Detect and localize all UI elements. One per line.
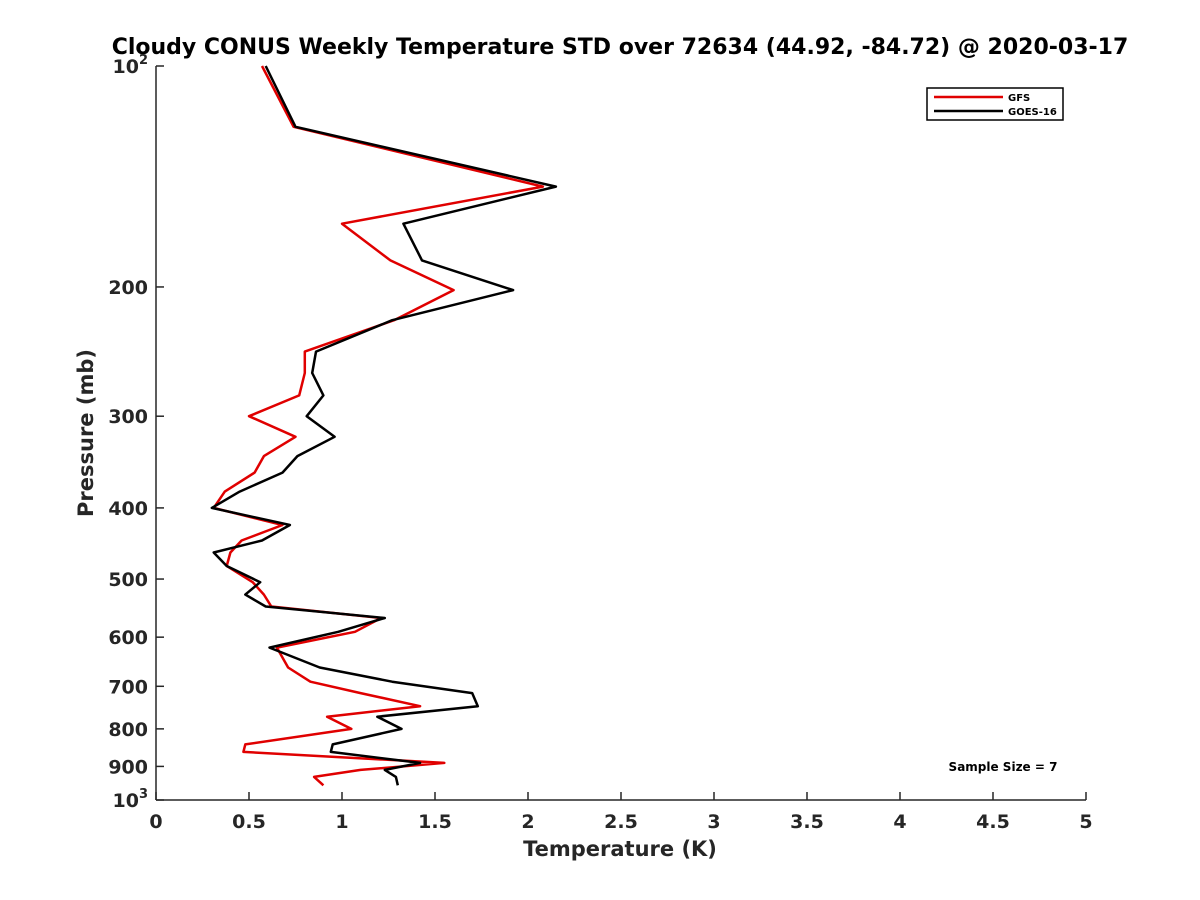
x-tick-label: 4: [893, 811, 906, 833]
x-tick-label: 0: [149, 811, 162, 833]
series-lines: [210, 65, 558, 787]
chart-title: Cloudy CONUS Weekly Temperature STD over…: [112, 35, 1129, 60]
x-tick-label: 3: [707, 811, 720, 833]
legend-label-goes-16: GOES-16: [1008, 107, 1057, 118]
y-tick-label: 500: [108, 569, 148, 591]
legend-box: [926, 87, 1064, 121]
sample-size-annotation: Sample Size = 7: [949, 760, 1058, 774]
tick-labels: 0 0.5 1 1.5 2 2.5 3 3.5 4 4.5 5 102 200 300 400 500 600 7…: [108, 53, 1092, 833]
y-tick-label: 103: [113, 787, 149, 812]
y-axis-label: Pressure (mb): [74, 349, 98, 517]
y-tick-label: 900: [108, 756, 148, 778]
legend: GFS GOES-16: [926, 87, 1064, 121]
series-line-gfs: [212, 65, 545, 787]
x-tick-label: 2.5: [604, 811, 638, 833]
y-tick-label: 400: [108, 498, 148, 520]
y-tick-label: 102: [113, 53, 149, 78]
x-axis-label: Temperature (K): [523, 837, 717, 861]
series-line-goes-16: [210, 65, 558, 786]
x-tick-label: 2: [521, 811, 534, 833]
x-tick-label: 3.5: [790, 811, 824, 833]
x-tick-label: 1: [335, 811, 348, 833]
y-tick-label: 700: [108, 676, 148, 698]
axes: [155, 65, 1087, 801]
x-tick-label: 1.5: [418, 811, 452, 833]
y-tick-label: 300: [108, 406, 148, 428]
x-tick-label: 4.5: [976, 811, 1010, 833]
x-tick-label: 5: [1079, 811, 1092, 833]
x-tick-label: 0.5: [232, 811, 266, 833]
y-tick-label: 600: [108, 627, 148, 649]
y-tick-label: 200: [108, 277, 148, 299]
legend-label-gfs: GFS: [1008, 93, 1030, 104]
y-tick-label: 800: [108, 719, 148, 741]
